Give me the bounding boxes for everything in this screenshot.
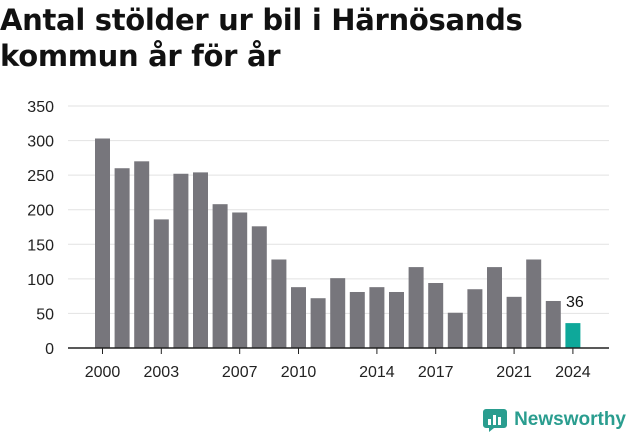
x-tick-label: 2010 bbox=[281, 364, 317, 381]
bar-2020 bbox=[487, 267, 502, 348]
bar-2015 bbox=[389, 291, 404, 348]
x-axis-ticks: 2000 2003 2007 2010 2014 2017 2021 2024 bbox=[85, 348, 591, 381]
y-tick-label: 100 bbox=[27, 272, 54, 289]
bar-2007 bbox=[232, 212, 248, 348]
chart-title: Antal stölder ur bil i Härnösands kommun… bbox=[0, 3, 523, 73]
y-tick-label: 350 bbox=[27, 99, 54, 116]
x-tick-label: 2007 bbox=[222, 364, 258, 381]
x-tick-label: 2014 bbox=[359, 364, 395, 381]
bar-2006 bbox=[212, 204, 228, 348]
x-tick-label: 2003 bbox=[144, 364, 180, 381]
bar-2010 bbox=[291, 287, 306, 348]
bar-2013 bbox=[349, 291, 365, 348]
bar-2019 bbox=[467, 289, 483, 348]
bar-2001 bbox=[114, 168, 130, 348]
bar-2018 bbox=[447, 312, 463, 348]
newsworthy-logo-icon bbox=[483, 409, 508, 432]
bar-2009 bbox=[271, 259, 287, 348]
y-tick-label: 150 bbox=[27, 237, 54, 254]
bar-2023 bbox=[545, 300, 561, 348]
data-label: 36 bbox=[566, 294, 584, 311]
x-tick-label: 2000 bbox=[85, 364, 121, 381]
y-tick-label: 250 bbox=[27, 168, 54, 185]
bar-2022 bbox=[526, 259, 542, 348]
bar-2011 bbox=[310, 298, 326, 348]
bar-2017 bbox=[428, 283, 444, 348]
y-tick-label: 200 bbox=[27, 203, 54, 220]
x-tick-label: 2021 bbox=[496, 364, 532, 381]
y-tick-label: 50 bbox=[36, 306, 54, 323]
x-tick-label: 2017 bbox=[418, 364, 454, 381]
bar-2021 bbox=[506, 296, 522, 348]
bars bbox=[95, 138, 581, 348]
brand-name: Newsworthy bbox=[514, 409, 626, 430]
y-axis-tick-labels: 0 50 100 150 200 250 300 350 bbox=[27, 99, 54, 358]
y-tick-label: 300 bbox=[27, 134, 54, 151]
data-labels: 36 bbox=[566, 294, 584, 311]
bar-2000 bbox=[95, 138, 110, 348]
bar-2024 bbox=[565, 323, 581, 348]
bar-2004 bbox=[173, 173, 189, 348]
bar-2002 bbox=[134, 161, 150, 348]
x-tick-label: 2024 bbox=[555, 364, 591, 381]
bar-2008 bbox=[251, 226, 267, 348]
brand-footer: Newsworthy bbox=[482, 405, 626, 435]
y-tick-label: 0 bbox=[45, 341, 54, 358]
bar-2005 bbox=[193, 172, 208, 348]
bar-2016 bbox=[408, 267, 424, 348]
bar-2003 bbox=[153, 219, 169, 348]
bar-2014 bbox=[369, 287, 385, 348]
bar-2012 bbox=[330, 278, 346, 348]
